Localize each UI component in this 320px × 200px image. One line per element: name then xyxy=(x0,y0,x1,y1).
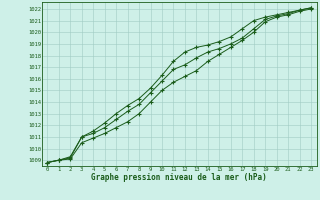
X-axis label: Graphe pression niveau de la mer (hPa): Graphe pression niveau de la mer (hPa) xyxy=(91,173,267,182)
